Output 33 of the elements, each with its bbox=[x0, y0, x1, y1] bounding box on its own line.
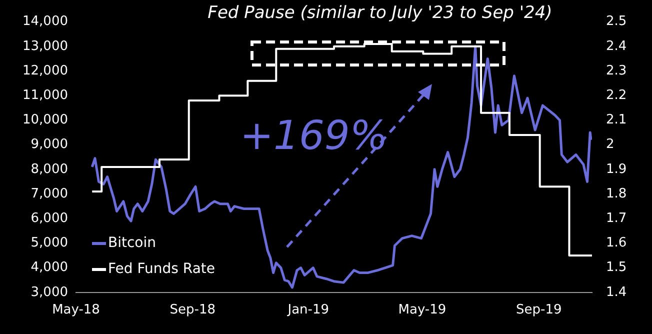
y2-tick-label: 2.2 bbox=[606, 88, 627, 103]
x-tick-label: Sep-18 bbox=[170, 302, 216, 318]
y-tick-label: 6,000 bbox=[30, 210, 68, 226]
y2-tick-label: 1.5 bbox=[606, 260, 627, 276]
y2-tick-label: 2 bbox=[606, 137, 614, 152]
x-tick-label: May-18 bbox=[52, 302, 100, 318]
y-tick-label: 11,000 bbox=[22, 88, 68, 103]
y2-tick-label: 2.5 bbox=[606, 14, 627, 30]
annotation: +169% bbox=[240, 113, 388, 159]
y2-tick-label: 2.1 bbox=[606, 112, 627, 128]
y-tick-label: 14,000 bbox=[22, 14, 68, 30]
y-tick-label: 5,000 bbox=[30, 236, 68, 251]
y2-tick-label: 1.7 bbox=[606, 210, 627, 226]
y-tick-label: 10,000 bbox=[22, 112, 68, 128]
legend-label: Bitcoin bbox=[108, 235, 156, 251]
y2-tick-label: 1.9 bbox=[606, 162, 627, 177]
y-tick-label: 7,000 bbox=[30, 186, 68, 202]
y-tick-label: 13,000 bbox=[22, 38, 68, 54]
y2-tick-label: 1.8 bbox=[606, 186, 627, 202]
y2-tick-label: 2.4 bbox=[606, 38, 627, 54]
y2-tick-label: 1.4 bbox=[606, 284, 627, 300]
x-tick-label: May-19 bbox=[398, 302, 446, 318]
y-tick-label: 8,000 bbox=[30, 162, 68, 177]
y-tick-label: 9,000 bbox=[30, 137, 68, 152]
x-tick-label: Jan-19 bbox=[286, 302, 330, 318]
chart-title: Fed Pause (similar to July '23 to Sep '24) bbox=[206, 3, 554, 23]
x-tick-label: Sep-19 bbox=[516, 302, 562, 318]
y-tick-label: 3,000 bbox=[30, 284, 68, 300]
legend-label: Fed Funds Rate bbox=[108, 261, 216, 277]
y2-tick-label: 1.6 bbox=[606, 236, 627, 251]
y2-tick-label: 2.3 bbox=[606, 63, 627, 78]
y-tick-label: 4,000 bbox=[30, 260, 68, 276]
y-tick-label: 12,000 bbox=[22, 63, 68, 78]
